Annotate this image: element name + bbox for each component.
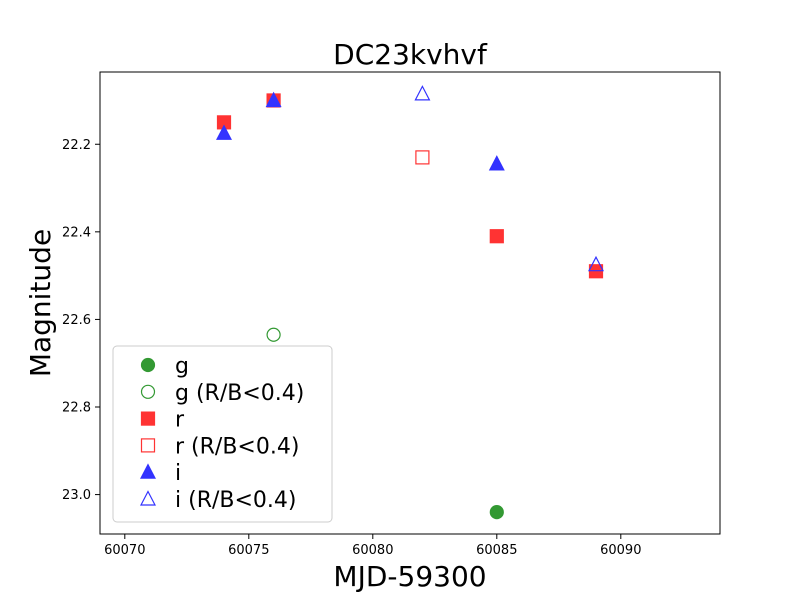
chart-title: DC23kvhvf bbox=[333, 38, 488, 71]
legend-label: g (R/B<0.4) bbox=[175, 381, 304, 406]
data-point bbox=[488, 155, 505, 171]
data-point bbox=[266, 327, 281, 342]
legend-marker bbox=[140, 357, 156, 373]
x-tick-label: 60070 bbox=[104, 543, 145, 558]
y-tick-label: 22.6 bbox=[62, 313, 91, 328]
data-point bbox=[216, 124, 232, 140]
x-tick-label: 60080 bbox=[352, 543, 393, 558]
legend-marker bbox=[140, 411, 156, 426]
legend: gg (R/B<0.4)rr (R/B<0.4)ii (R/B<0.4) bbox=[112, 345, 333, 523]
data-point bbox=[265, 91, 282, 108]
x-tick-label: 60075 bbox=[228, 543, 269, 558]
x-tick-label: 60085 bbox=[476, 543, 517, 558]
legend-label: r (R/B<0.4) bbox=[175, 434, 299, 459]
data-point bbox=[588, 255, 604, 272]
y-tick-label: 22.4 bbox=[62, 225, 91, 240]
data-point bbox=[415, 150, 430, 165]
legend-label: g bbox=[175, 354, 189, 379]
plot-frame bbox=[99, 71, 721, 535]
data-point bbox=[414, 85, 431, 101]
legend-marker bbox=[140, 463, 156, 479]
legend-label: i (R/B<0.4) bbox=[175, 488, 296, 513]
x-axis-label: MJD-59300 bbox=[333, 560, 486, 593]
legend-marker bbox=[140, 438, 156, 453]
y-tick-label: 22.2 bbox=[62, 138, 91, 153]
data-point bbox=[489, 505, 504, 520]
axis-ticks: 60070 60075 60080 60085 60090 22.2 22.4 22.6 22.… bbox=[62, 138, 641, 558]
x-tick-label: 60090 bbox=[600, 543, 641, 558]
data-points bbox=[216, 85, 604, 520]
y-axis-label: Magnitude bbox=[24, 229, 57, 377]
legend-marker bbox=[140, 490, 156, 506]
data-point bbox=[489, 229, 504, 244]
y-tick-label: 23.0 bbox=[62, 488, 91, 503]
legend-marker bbox=[140, 384, 156, 399]
legend-label: r bbox=[175, 408, 185, 433]
legend-label: i bbox=[175, 461, 181, 486]
y-tick-label: 22.8 bbox=[62, 401, 91, 416]
legend-box bbox=[112, 345, 333, 523]
